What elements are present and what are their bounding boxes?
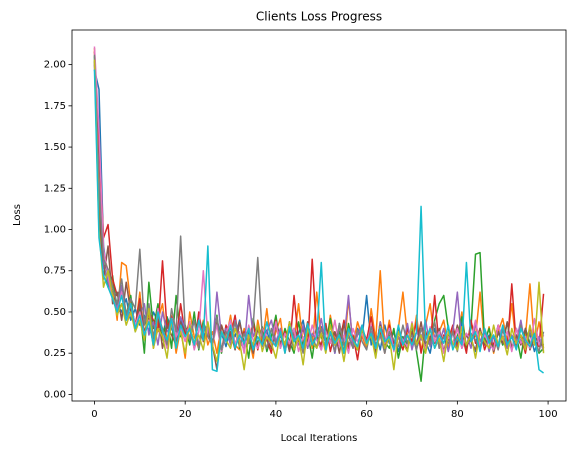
y-tick-label: 2.00 — [44, 60, 66, 71]
y-axis-label: Loss — [12, 204, 23, 226]
series-line — [93, 59, 545, 371]
y-tick-label: 1.75 — [44, 101, 66, 112]
series-line — [93, 69, 544, 374]
plot-frame — [71, 29, 567, 402]
x-tick-label: 20 — [179, 409, 192, 420]
x-tick-label: 100 — [539, 409, 558, 420]
y-tick-label: 1.00 — [44, 225, 66, 236]
y-tick-label: 1.50 — [44, 142, 66, 153]
x-tick-label: 80 — [451, 409, 464, 420]
y-tick-label: 0.25 — [44, 348, 66, 359]
x-axis-label: Local Iterations — [281, 433, 358, 444]
y-tick-label: 0.75 — [44, 266, 66, 277]
y-tick-label: 0.50 — [44, 307, 66, 318]
y-tick-label: 1.25 — [44, 183, 66, 194]
chart-title: Clients Loss Progress — [256, 10, 382, 24]
x-tick-label: 40 — [270, 409, 283, 420]
y-tick-label: 0.00 — [44, 389, 66, 400]
x-tick-label: 60 — [360, 409, 373, 420]
x-tick-label: 0 — [91, 409, 97, 420]
